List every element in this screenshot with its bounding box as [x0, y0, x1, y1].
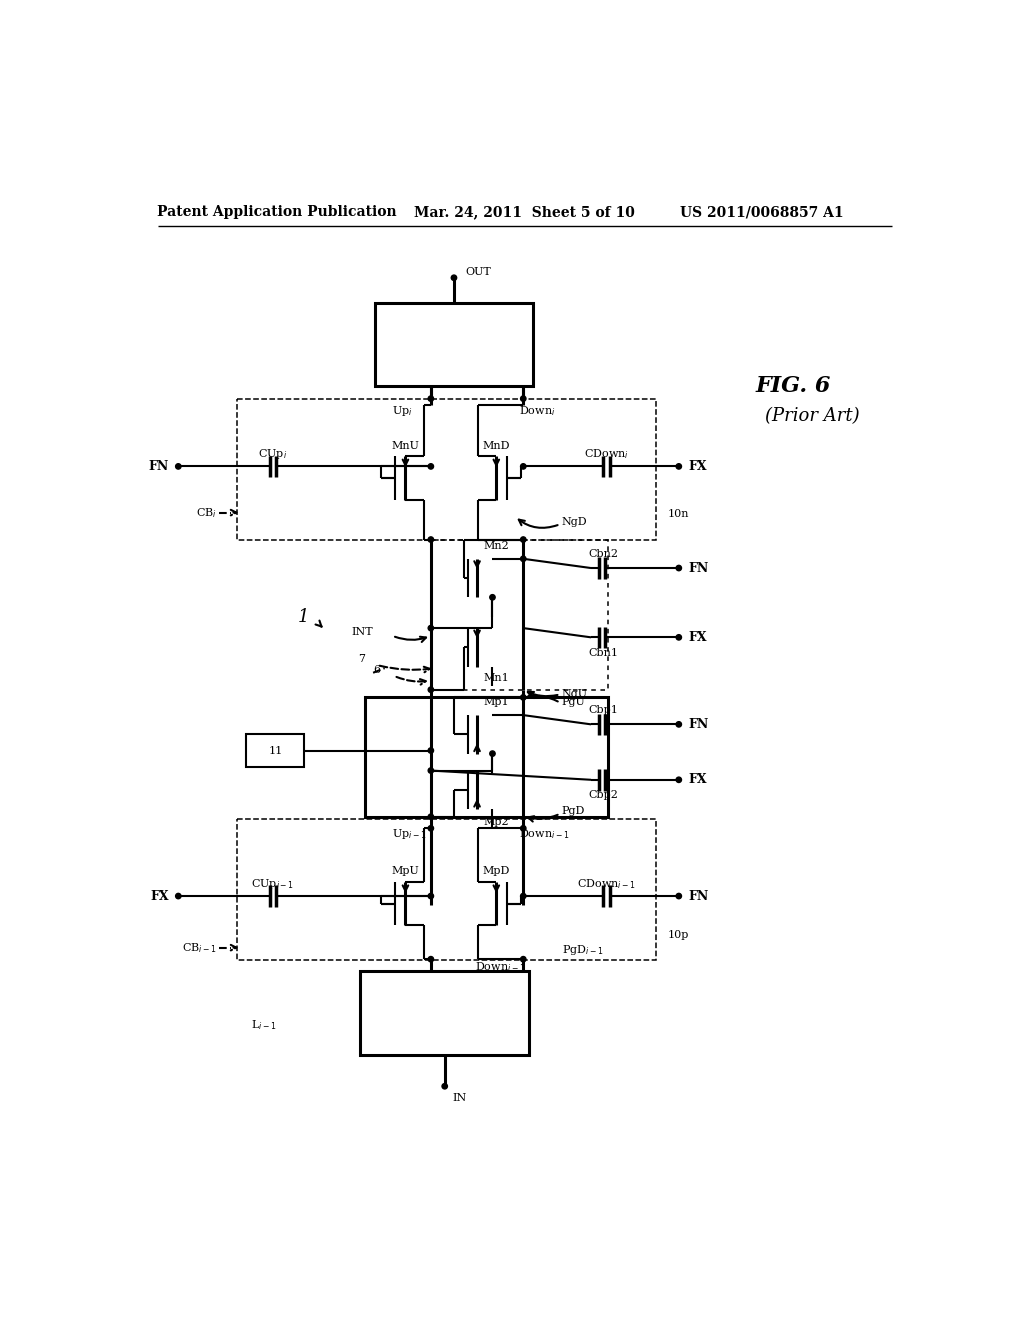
- Circle shape: [676, 463, 682, 469]
- Circle shape: [489, 594, 496, 601]
- Circle shape: [428, 748, 433, 754]
- Bar: [237, 818, 656, 960]
- Text: Mp1: Mp1: [483, 697, 509, 708]
- Circle shape: [520, 694, 526, 700]
- Text: Up$_i$: Up$_i$: [392, 404, 413, 418]
- Circle shape: [676, 565, 682, 570]
- Text: FX: FX: [151, 890, 169, 903]
- Text: Mp2: Mp2: [483, 817, 509, 828]
- Circle shape: [520, 825, 526, 832]
- Circle shape: [520, 396, 526, 401]
- Text: FX: FX: [688, 774, 707, 787]
- Circle shape: [428, 768, 433, 774]
- Text: Down$_i$: Down$_i$: [519, 404, 556, 418]
- Text: Cbn1: Cbn1: [589, 648, 618, 657]
- Text: 6: 6: [374, 665, 381, 676]
- Text: MpD: MpD: [482, 866, 510, 876]
- Text: CUp$_{i-1}$: CUp$_{i-1}$: [252, 876, 295, 891]
- Circle shape: [428, 626, 433, 631]
- Text: 1: 1: [298, 607, 309, 626]
- Text: FX: FX: [688, 459, 707, 473]
- Circle shape: [520, 463, 526, 469]
- Circle shape: [428, 894, 433, 899]
- Circle shape: [428, 396, 433, 401]
- Circle shape: [428, 463, 433, 469]
- Text: Mn2: Mn2: [483, 541, 509, 550]
- Text: US 2011/0068857 A1: US 2011/0068857 A1: [680, 206, 844, 219]
- Text: PgD$_{i-1}$: PgD$_{i-1}$: [562, 942, 603, 957]
- Circle shape: [676, 722, 682, 727]
- Circle shape: [442, 1084, 447, 1089]
- Circle shape: [520, 537, 526, 543]
- Text: CUp$_i$: CUp$_i$: [258, 447, 288, 461]
- Bar: [366, 697, 608, 817]
- Text: Down$_{i-1}$: Down$_{i-1}$: [475, 960, 525, 974]
- Bar: [360, 970, 529, 1056]
- Text: FIG. 6: FIG. 6: [755, 375, 830, 396]
- Text: MnD: MnD: [482, 441, 510, 450]
- Text: PgU: PgU: [562, 697, 586, 708]
- Text: CB$_i$: CB$_i$: [196, 506, 217, 520]
- Text: PgD: PgD: [562, 807, 585, 816]
- Text: 7: 7: [358, 653, 366, 664]
- Text: CB$_{i-1}$: CB$_{i-1}$: [182, 941, 217, 954]
- Text: Down$_{i-1}$: Down$_{i-1}$: [519, 828, 569, 841]
- Text: FN: FN: [688, 890, 709, 903]
- Text: 10n: 10n: [668, 510, 689, 519]
- Text: FN: FN: [688, 561, 709, 574]
- Circle shape: [175, 894, 181, 899]
- Circle shape: [428, 686, 433, 693]
- Circle shape: [428, 814, 433, 820]
- Circle shape: [676, 635, 682, 640]
- Circle shape: [676, 777, 682, 783]
- Text: Mar. 24, 2011  Sheet 5 of 10: Mar. 24, 2011 Sheet 5 of 10: [415, 206, 635, 219]
- Bar: [376, 304, 532, 385]
- Text: Up$_{i-1}$: Up$_{i-1}$: [392, 828, 427, 841]
- Text: 11: 11: [268, 746, 283, 755]
- Text: Patent Application Publication: Patent Application Publication: [157, 206, 396, 219]
- Text: Cbp2: Cbp2: [589, 791, 618, 800]
- Text: FN: FN: [688, 718, 709, 731]
- Circle shape: [175, 463, 181, 469]
- Text: OUT: OUT: [466, 268, 492, 277]
- Circle shape: [676, 894, 682, 899]
- Text: CDown$_i$: CDown$_i$: [584, 447, 629, 461]
- Text: Cbp1: Cbp1: [589, 705, 618, 715]
- Text: MnU: MnU: [391, 441, 420, 450]
- Circle shape: [520, 957, 526, 962]
- Circle shape: [428, 537, 433, 543]
- Bar: [237, 399, 656, 540]
- Text: FX: FX: [688, 631, 707, 644]
- Circle shape: [428, 957, 433, 962]
- Bar: [431, 540, 608, 689]
- Circle shape: [520, 556, 526, 561]
- Circle shape: [428, 825, 433, 832]
- Text: Cbn2: Cbn2: [589, 549, 618, 560]
- Text: Mn1: Mn1: [483, 673, 509, 684]
- Text: IN: IN: [453, 1093, 467, 1102]
- Text: FN: FN: [148, 459, 169, 473]
- Text: 10p: 10p: [668, 929, 689, 940]
- Circle shape: [489, 751, 496, 756]
- Text: NgD: NgD: [562, 517, 588, 527]
- Text: INT: INT: [351, 627, 373, 638]
- Circle shape: [452, 275, 457, 280]
- Bar: [246, 734, 304, 767]
- Text: CDown$_{i-1}$: CDown$_{i-1}$: [577, 876, 636, 891]
- Text: (Prior Art): (Prior Art): [765, 408, 859, 425]
- Circle shape: [520, 894, 526, 899]
- Text: MpU: MpU: [391, 866, 419, 876]
- Text: L$_{i-1}$: L$_{i-1}$: [252, 1018, 276, 1031]
- Text: NgU: NgU: [562, 689, 588, 698]
